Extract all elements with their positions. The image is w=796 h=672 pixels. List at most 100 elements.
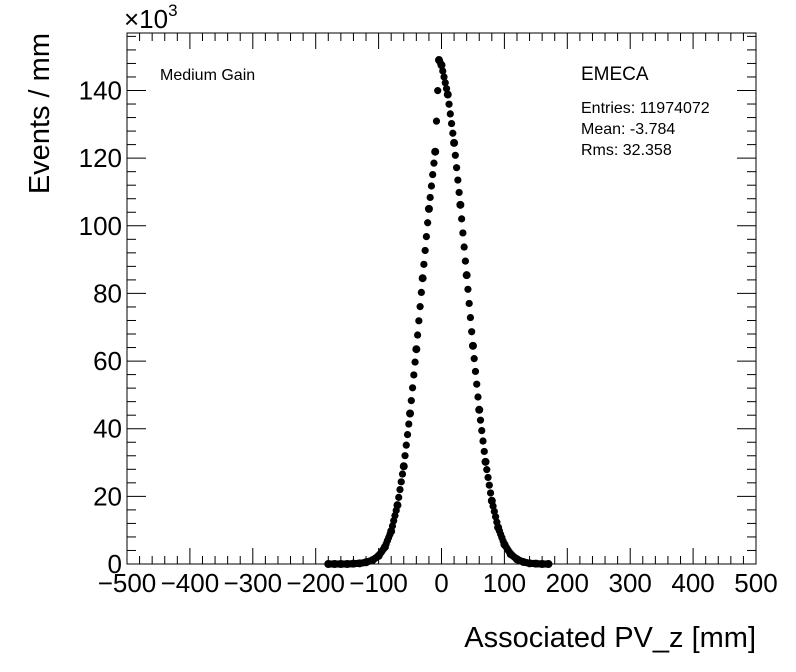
data-point xyxy=(407,397,415,405)
data-point xyxy=(408,384,417,392)
data-point xyxy=(480,447,488,456)
data-point-key xyxy=(538,560,547,568)
data-point-key xyxy=(406,409,415,418)
y-tick-label: 80 xyxy=(93,278,122,308)
data-point xyxy=(416,303,424,311)
data-point xyxy=(395,493,403,501)
data-point xyxy=(440,73,448,81)
data-point-key xyxy=(387,527,396,536)
data-point xyxy=(452,164,461,172)
data-point-key xyxy=(494,523,503,532)
data-point xyxy=(465,299,473,308)
y-axis-ticks: 0 20 40 60 80 100 120 140 xyxy=(79,75,756,579)
data-point xyxy=(427,182,436,190)
data-point-key xyxy=(512,555,521,564)
data-point xyxy=(446,110,454,118)
medium-gain-label: Medium Gain xyxy=(160,67,255,84)
data-point-key xyxy=(437,61,446,70)
x-axis-label: Associated PV_z [mm] xyxy=(464,622,756,654)
data-point xyxy=(402,441,410,449)
data-point-key xyxy=(424,204,433,213)
data-point xyxy=(449,129,457,137)
y-axis-label: Events / mm xyxy=(24,33,56,194)
data-point xyxy=(398,470,407,478)
data-point-key xyxy=(443,90,452,99)
x-tick-label: 0 xyxy=(434,568,448,598)
data-point xyxy=(403,430,412,439)
data-point-key xyxy=(531,559,540,568)
data-point-key xyxy=(412,345,421,354)
data-point-key xyxy=(330,560,339,568)
data-point-key xyxy=(343,560,352,568)
data-point-key xyxy=(399,462,408,471)
data-point xyxy=(429,170,437,179)
y-tick-label: 60 xyxy=(93,346,122,376)
stats-rms: Rms: 32.358 xyxy=(581,142,672,159)
data-point xyxy=(451,151,459,159)
data-point-key xyxy=(380,543,389,552)
data-point-key xyxy=(368,556,377,565)
x-tick-label: 400 xyxy=(671,568,714,598)
data-point-key xyxy=(500,540,509,549)
y-tick-label: 0 xyxy=(108,549,122,579)
y-multiplier: ×103 xyxy=(124,1,178,34)
data-point-key xyxy=(374,551,383,560)
data-point xyxy=(484,473,492,482)
data-point xyxy=(405,420,413,428)
data-point xyxy=(458,215,466,223)
x-tick-label: −200 xyxy=(286,568,345,598)
data-point xyxy=(483,466,491,474)
data-point xyxy=(396,485,404,494)
data-point-key xyxy=(324,560,333,568)
x-tick-label: 100 xyxy=(483,568,526,598)
data-point-key xyxy=(456,200,465,209)
x-tick-label: 200 xyxy=(546,568,589,598)
x-tick-label: −300 xyxy=(224,568,283,598)
series-emeca xyxy=(324,56,553,568)
y-tick-label: 100 xyxy=(79,211,122,241)
stats-entries: Entries: 11974072 xyxy=(581,100,710,117)
data-point xyxy=(432,117,441,125)
data-point xyxy=(461,257,470,265)
data-point xyxy=(430,159,438,167)
data-point-key xyxy=(362,558,371,567)
data-point-key xyxy=(450,138,459,147)
data-point-key xyxy=(544,560,553,568)
data-point xyxy=(479,437,487,445)
data-point xyxy=(478,427,486,435)
y-tick-label: 20 xyxy=(93,481,122,511)
data-point-key xyxy=(481,457,490,466)
data-point xyxy=(411,358,419,366)
data-point xyxy=(422,233,431,241)
x-tick-label: 300 xyxy=(609,568,652,598)
x-minor-ticks xyxy=(139,33,744,564)
data-point-key xyxy=(475,405,484,414)
data-point xyxy=(417,288,425,297)
data-point xyxy=(460,243,468,251)
data-point-key xyxy=(525,559,534,568)
data-point xyxy=(421,246,429,255)
data-point xyxy=(424,219,432,227)
data-point-key xyxy=(487,496,496,505)
data-point-key xyxy=(336,560,345,568)
data-point xyxy=(415,317,423,325)
y-tick-label: 40 xyxy=(93,414,122,444)
data-point xyxy=(413,331,422,339)
x-tick-label: −400 xyxy=(161,568,220,598)
data-point xyxy=(455,188,463,197)
data-point-key xyxy=(355,559,364,568)
data-point xyxy=(476,416,485,424)
data-point xyxy=(447,119,456,128)
data-point xyxy=(426,193,434,202)
data-point xyxy=(434,87,442,95)
data-point-key xyxy=(468,341,477,350)
data-point-key xyxy=(431,147,440,156)
data-point xyxy=(486,489,495,497)
data-point-key xyxy=(462,271,471,280)
data-point xyxy=(439,67,447,75)
data-point xyxy=(464,285,472,293)
data-point-key xyxy=(349,559,358,568)
data-point-key xyxy=(393,501,402,510)
x-tick-label: −100 xyxy=(349,568,408,598)
